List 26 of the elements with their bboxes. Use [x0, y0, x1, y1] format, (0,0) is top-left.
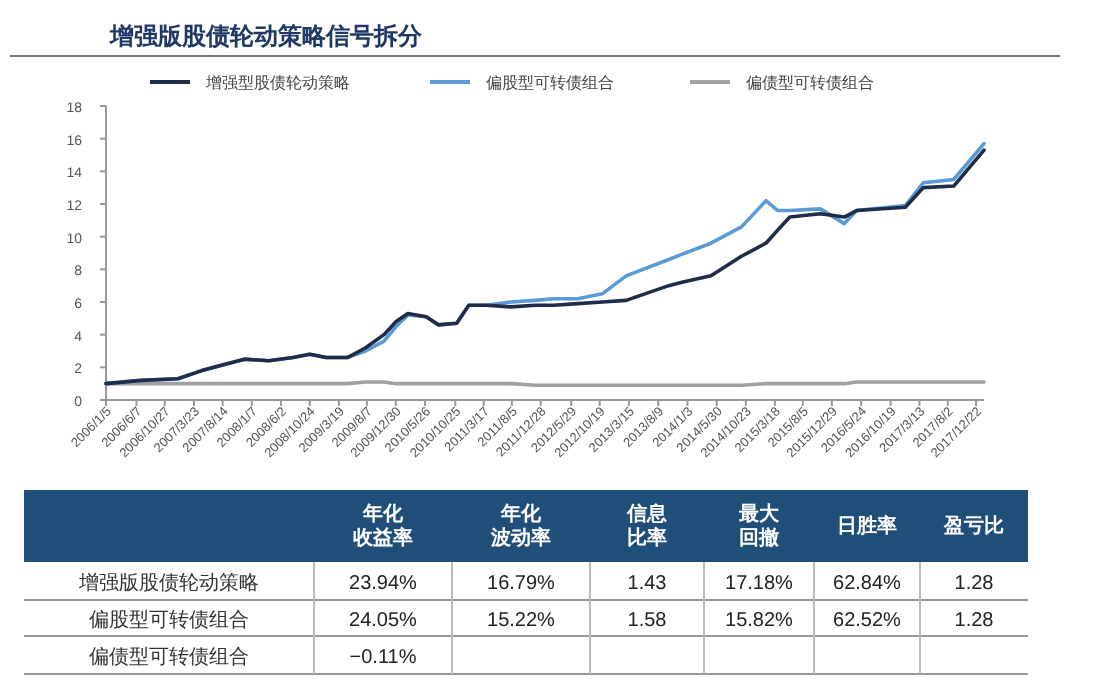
category-label: 日胜率: [837, 514, 897, 538]
text: 1.43: [627, 573, 667, 595]
category-label: 年化波动率: [489, 502, 551, 550]
category-label: 最大回撤: [737, 502, 781, 550]
category-label: 年化收益率: [353, 502, 413, 550]
legend-label: 偏股型可转债组合: [486, 74, 614, 92]
category-label: 偏股型可转债组合: [89, 610, 249, 632]
text: 23.94%: [349, 573, 417, 595]
text: 24.05%: [349, 610, 417, 632]
legend-label: 增强型股债轮动策略: [204, 74, 350, 92]
text: −0.11%: [349, 647, 417, 669]
text: 16.79%: [487, 573, 555, 595]
category-label: 偏债型可转债组合: [89, 647, 249, 669]
category-label: 信息比率: [625, 502, 669, 550]
legend-label: 偏债型可转债组合: [746, 74, 874, 92]
text: 62.52%: [833, 610, 901, 632]
category-label: 盈亏比: [942, 514, 1004, 538]
text: 1.28: [954, 573, 994, 595]
text: 1.28: [954, 610, 994, 632]
category-label: 增强版股债轮动策略: [79, 573, 259, 595]
text: 15.82%: [725, 610, 793, 632]
text: 15.22%: [487, 610, 555, 632]
text: 1.58: [627, 610, 667, 632]
text: 17.18%: [725, 573, 793, 595]
chart-title: 增强版股债轮动策略信号拆分: [108, 22, 424, 50]
text: 62.84%: [833, 573, 901, 595]
